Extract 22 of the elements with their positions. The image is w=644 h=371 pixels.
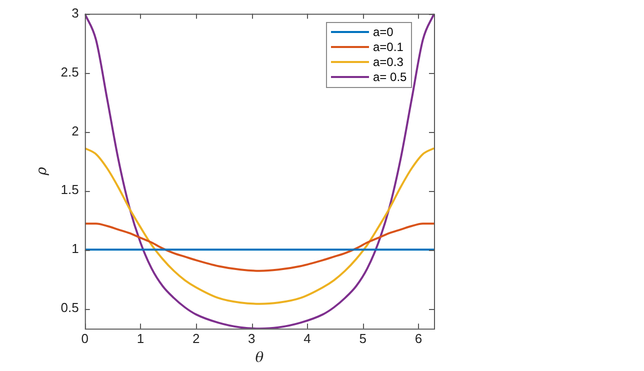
legend-label: a=0.3: [373, 54, 404, 70]
x-tick-label: 2: [192, 330, 200, 346]
y-tick-label: 1.5: [60, 182, 79, 198]
x-tick-label: 6: [414, 330, 422, 346]
line-series: [84, 14, 434, 329]
x-tick-label: 0: [81, 330, 88, 346]
legend-label: a=0: [373, 24, 394, 40]
y-tick-label: 1: [72, 241, 79, 256]
x-tick-label: 1: [136, 330, 144, 346]
line-series: [84, 147, 434, 305]
y-tick-label: 0.5: [60, 300, 79, 316]
x-axis-title: θ: [255, 350, 264, 366]
line-series: [84, 222, 434, 272]
legend-label: a= 0.5: [373, 70, 407, 85]
y-tick-label: 2.5: [60, 64, 79, 80]
y-axis-title: ρ: [34, 166, 50, 176]
x-tick-label: 5: [359, 330, 366, 346]
legend-label: a=0.1: [373, 40, 404, 55]
x-tick-label: 3: [248, 330, 256, 346]
y-tick-label: 3: [72, 5, 79, 20]
x-tick-label: 4: [304, 330, 311, 346]
y-tick-label: 2: [72, 123, 79, 138]
